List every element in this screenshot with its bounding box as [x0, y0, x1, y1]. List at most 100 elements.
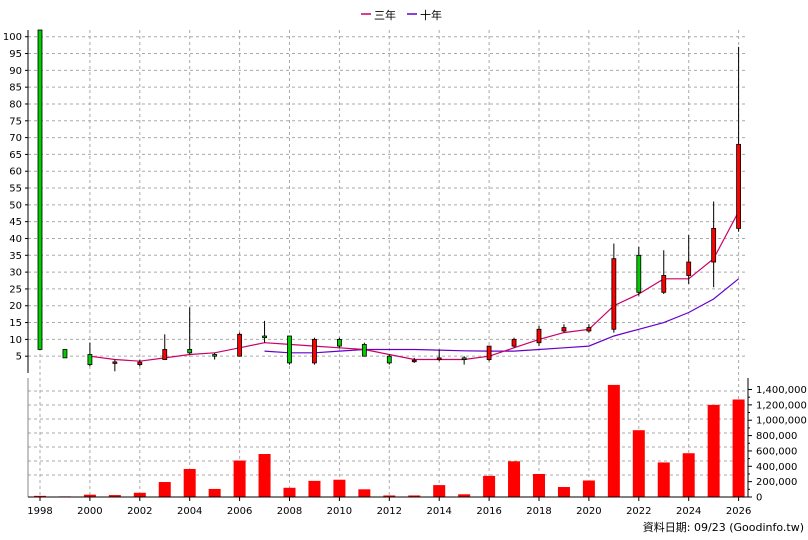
x-tick-label: 2020	[576, 506, 601, 517]
volume-bar	[732, 399, 745, 497]
ma-10y-line	[264, 278, 739, 354]
x-tick-label: 2012	[377, 506, 402, 517]
volume-bar	[557, 487, 570, 497]
candle-body	[87, 354, 93, 365]
x-tick-label: 2010	[327, 506, 352, 517]
volume-bar	[308, 480, 321, 497]
volume-bar	[533, 473, 545, 497]
candle-body	[112, 361, 118, 364]
candle-body	[536, 328, 542, 344]
candle-body	[336, 338, 342, 347]
price-tick-label: 100	[3, 32, 22, 43]
candle-body	[486, 345, 492, 360]
volume-bar	[657, 462, 670, 497]
volume-bar	[258, 454, 271, 497]
price-tick-label: 65	[9, 150, 22, 161]
candle-body	[636, 254, 642, 293]
x-tick-label: 1998	[27, 506, 52, 517]
volume-bar	[34, 495, 46, 497]
volume-bar	[358, 489, 371, 497]
volume-bar	[283, 487, 296, 497]
candle-body	[287, 335, 292, 364]
volume-bar	[333, 479, 346, 497]
x-tick-label: 2016	[476, 506, 501, 517]
price-tick-label: 55	[9, 184, 22, 195]
volume-bar	[108, 495, 121, 497]
price-tick-label: 35	[9, 251, 22, 262]
volume-bar	[133, 492, 146, 497]
x-tick-label: 2026	[726, 506, 751, 517]
volume-bar	[183, 468, 196, 497]
legend-10y-label: 十年	[420, 8, 442, 22]
price-tick-label: 20	[9, 301, 22, 312]
price-tick-label: 60	[9, 167, 22, 178]
volume-bars	[34, 384, 745, 497]
candle-body	[411, 359, 417, 363]
candle-body	[661, 275, 667, 293]
candlesticks	[37, 29, 741, 372]
candle-body	[586, 327, 592, 332]
volume-tick-label: 200,000	[756, 477, 797, 488]
price-tick-label: 75	[9, 116, 22, 127]
volume-bar	[383, 495, 396, 497]
legend-3y-label: 三年	[374, 8, 396, 22]
x-tick-label: 2002	[127, 506, 152, 517]
price-tick-label: 15	[9, 318, 22, 329]
price-tick-label: 25	[9, 284, 22, 295]
volume-tick-label: 600,000	[756, 446, 797, 457]
volume-bar	[208, 488, 221, 497]
candle-body	[187, 349, 193, 354]
volume-bar	[483, 475, 496, 497]
price-tick-label: 10	[9, 335, 22, 346]
volume-bar	[158, 482, 171, 497]
legend: 三年 十年	[361, 8, 442, 22]
volume-bar	[508, 461, 521, 497]
x-tick-label: 2008	[277, 506, 302, 517]
grid	[28, 30, 748, 497]
candle-body	[262, 335, 267, 339]
volume-bar	[433, 485, 446, 497]
price-tick-label: 40	[9, 234, 22, 245]
price-tick-label: 45	[9, 217, 22, 228]
candle-body	[561, 327, 567, 332]
volume-tick-label: 1,400,000	[756, 385, 807, 396]
volume-bar	[707, 404, 720, 497]
price-tick-label: 5	[16, 352, 22, 363]
x-axis: 1998 2000 2002 2004 2006 2008 2010 2012 2014 2016…	[27, 497, 751, 517]
x-tick-label: 2000	[77, 506, 102, 517]
candle-body	[386, 355, 392, 364]
volume-tick-label: 1,000,000	[756, 416, 807, 427]
candle-body	[686, 261, 692, 276]
candle-body	[711, 228, 717, 263]
volume-bar	[233, 460, 246, 497]
volume-bar	[408, 495, 421, 497]
price-tick-label: 80	[9, 99, 22, 110]
price-tick-label: 85	[9, 83, 22, 94]
candle-body	[611, 258, 617, 330]
candle-body	[736, 143, 741, 229]
candle-body	[237, 333, 243, 357]
volume-bar	[582, 480, 595, 497]
x-tick-label: 2006	[227, 506, 252, 517]
candle-body	[37, 29, 43, 350]
volume-tick-label: 800,000	[756, 431, 797, 442]
volume-bar	[607, 384, 620, 497]
price-tick-label: 70	[9, 133, 22, 144]
x-tick-label: 2018	[526, 506, 551, 517]
x-tick-label: 2004	[177, 506, 202, 517]
candle-body	[461, 357, 467, 360]
price-tick-label: 30	[9, 268, 22, 279]
volume-bar	[83, 494, 96, 497]
volume-bar	[632, 430, 645, 497]
candle-body	[511, 338, 517, 347]
volume-bar	[458, 494, 471, 497]
price-tick-label: 50	[9, 200, 22, 211]
source-note: 資料日期: 09/23 (Goodinfo.tw)	[643, 520, 804, 534]
candle-body	[162, 349, 168, 360]
x-tick-label: 2014	[426, 506, 451, 517]
volume-bar	[682, 453, 695, 497]
volume-tick-label: 400,000	[756, 462, 797, 473]
volume-axis: 0 200,000 400,000 600,000 800,000 1,000,000 1,…	[748, 385, 807, 504]
volume-tick-label: 1,200,000	[756, 400, 807, 411]
